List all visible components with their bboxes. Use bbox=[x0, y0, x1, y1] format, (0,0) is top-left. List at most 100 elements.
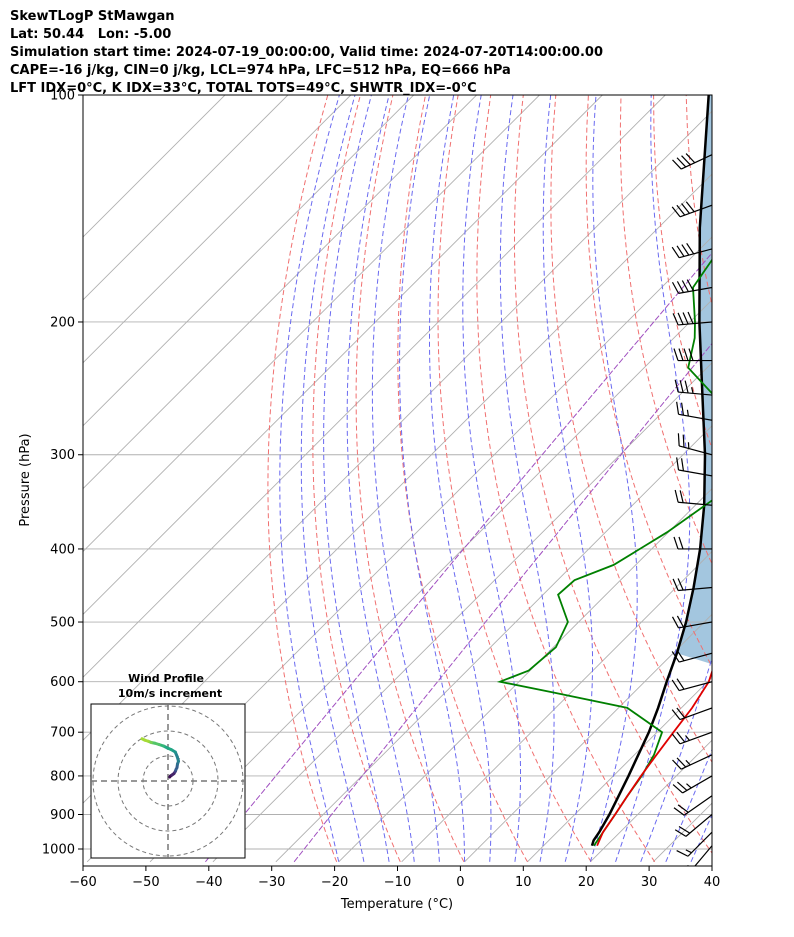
wind-barb-flag bbox=[681, 244, 690, 256]
x-tick-label: 10 bbox=[515, 875, 532, 890]
x-axis-label: Temperature (°C) bbox=[340, 897, 453, 912]
isotherm-line bbox=[716, 95, 794, 862]
wind-barb-staff bbox=[678, 321, 712, 326]
wind-barb-staff bbox=[683, 795, 712, 816]
isotherm-line bbox=[149, 299, 712, 863]
plot-area bbox=[83, 95, 794, 866]
wind-barb-staff bbox=[679, 204, 712, 218]
wind-barb bbox=[674, 814, 712, 837]
wind-barb-flag bbox=[676, 615, 684, 628]
hodograph-ring bbox=[117, 730, 219, 832]
wind-barb-staff bbox=[679, 681, 712, 692]
isotherm-line bbox=[83, 95, 666, 678]
wind-barb bbox=[677, 433, 712, 456]
dry-adiabat bbox=[267, 95, 338, 862]
moist-adiabat bbox=[323, 95, 390, 862]
wind-barb-flag bbox=[674, 489, 679, 503]
moist-adiabat bbox=[279, 95, 340, 862]
wind-barb bbox=[676, 831, 712, 857]
wind-barb-staff bbox=[678, 621, 712, 629]
wind-barb bbox=[671, 731, 712, 745]
wind-barb bbox=[671, 649, 712, 663]
wind-barb-flag bbox=[671, 709, 681, 720]
moist-adiabat bbox=[371, 95, 440, 862]
dry-adiabat bbox=[751, 95, 794, 862]
wind-barb-staff bbox=[679, 731, 712, 745]
isotherm-line bbox=[83, 95, 415, 427]
isotherm-line bbox=[212, 362, 712, 863]
y-axis-label: Pressure (hPa) bbox=[18, 433, 33, 526]
wind-barb-staff bbox=[678, 413, 712, 421]
wind-barb-flag bbox=[674, 379, 679, 393]
wind-barb-flag bbox=[678, 348, 684, 361]
dry-adiabat bbox=[550, 95, 712, 764]
wind-barb bbox=[672, 311, 712, 326]
wind-barb-half bbox=[691, 387, 694, 394]
isotherm-line bbox=[464, 613, 712, 863]
moist-adiabat bbox=[462, 95, 521, 862]
dry-adiabat bbox=[514, 95, 712, 854]
wind-barb-flag bbox=[686, 279, 694, 292]
wind-barb-staff bbox=[679, 445, 712, 456]
wind-barb-half bbox=[686, 409, 689, 417]
wind-barb-flag bbox=[671, 679, 680, 691]
wind-barb-staff bbox=[694, 845, 712, 866]
wind-barb-staff bbox=[678, 501, 712, 506]
wind-barb-flag bbox=[673, 348, 679, 361]
wind-barb-staff bbox=[679, 707, 712, 721]
wind-barb-flag bbox=[676, 850, 689, 857]
hodograph-trace bbox=[140, 737, 147, 742]
wind-barb-flag bbox=[676, 757, 687, 768]
isotherm-line bbox=[83, 110, 712, 741]
wind-barb-flag bbox=[687, 311, 694, 324]
wind-barb-flag bbox=[681, 280, 689, 292]
x-tick-label: 20 bbox=[578, 875, 595, 890]
dry-adiabat bbox=[397, 95, 528, 863]
wind-barb-flag bbox=[681, 155, 691, 166]
wind-barb-half bbox=[685, 849, 692, 854]
wind-barb-flag bbox=[682, 434, 685, 448]
wind-barb-flag bbox=[672, 313, 679, 326]
hodograph-title: Wind Profile bbox=[128, 672, 204, 685]
wind-barb-flag bbox=[683, 348, 689, 361]
moist-adiabat bbox=[665, 748, 712, 863]
wind-barb-staff bbox=[687, 831, 712, 857]
moist-adiabat bbox=[346, 95, 415, 862]
wind-barb-flag bbox=[674, 829, 687, 837]
wind-barb-flag bbox=[672, 784, 683, 794]
wind-barb-flag bbox=[684, 380, 689, 394]
wind-barb bbox=[672, 754, 712, 770]
chart-title-block: SkewTLogP StMawgan Lat: 50.44 Lon: -5.00… bbox=[10, 8, 603, 98]
wind-barb-staff bbox=[685, 814, 712, 837]
title-location: Lat: 50.44 Lon: -5.00 bbox=[10, 27, 172, 42]
isotherm-line bbox=[83, 95, 477, 490]
wind-barb-flag bbox=[679, 380, 684, 393]
isotherm-line bbox=[83, 95, 226, 238]
wind-barb-flag bbox=[678, 536, 684, 550]
wind-barb-flag bbox=[671, 616, 680, 629]
wind-barb-flag bbox=[672, 159, 682, 170]
wind-barb bbox=[671, 201, 712, 218]
isotherm-line bbox=[83, 95, 540, 553]
wind-barb-half bbox=[685, 735, 690, 741]
dry-adiabat bbox=[476, 95, 656, 863]
wind-barb bbox=[673, 536, 712, 550]
isotherm-line bbox=[527, 676, 712, 863]
x-tick-label: −30 bbox=[258, 875, 285, 890]
wind-barb-flag bbox=[680, 458, 685, 471]
isotherm-line bbox=[275, 425, 712, 863]
wind-barb-flag bbox=[677, 781, 688, 791]
wind-barb bbox=[673, 795, 712, 816]
dry-adiabat bbox=[619, 95, 712, 566]
x-tick-label: 40 bbox=[704, 875, 721, 890]
wind-barb-flag bbox=[676, 401, 680, 415]
wind-barb-flag bbox=[676, 457, 680, 471]
moist-adiabat bbox=[589, 95, 638, 862]
moist-adiabat bbox=[499, 95, 555, 862]
y-tick-label: 500 bbox=[50, 616, 75, 631]
wind-barb-flag bbox=[686, 242, 695, 255]
y-tick-label: 900 bbox=[50, 808, 75, 823]
wind-barb-flag bbox=[676, 157, 687, 168]
wind-barb-flag bbox=[688, 348, 694, 361]
temperature-line bbox=[596, 669, 712, 847]
